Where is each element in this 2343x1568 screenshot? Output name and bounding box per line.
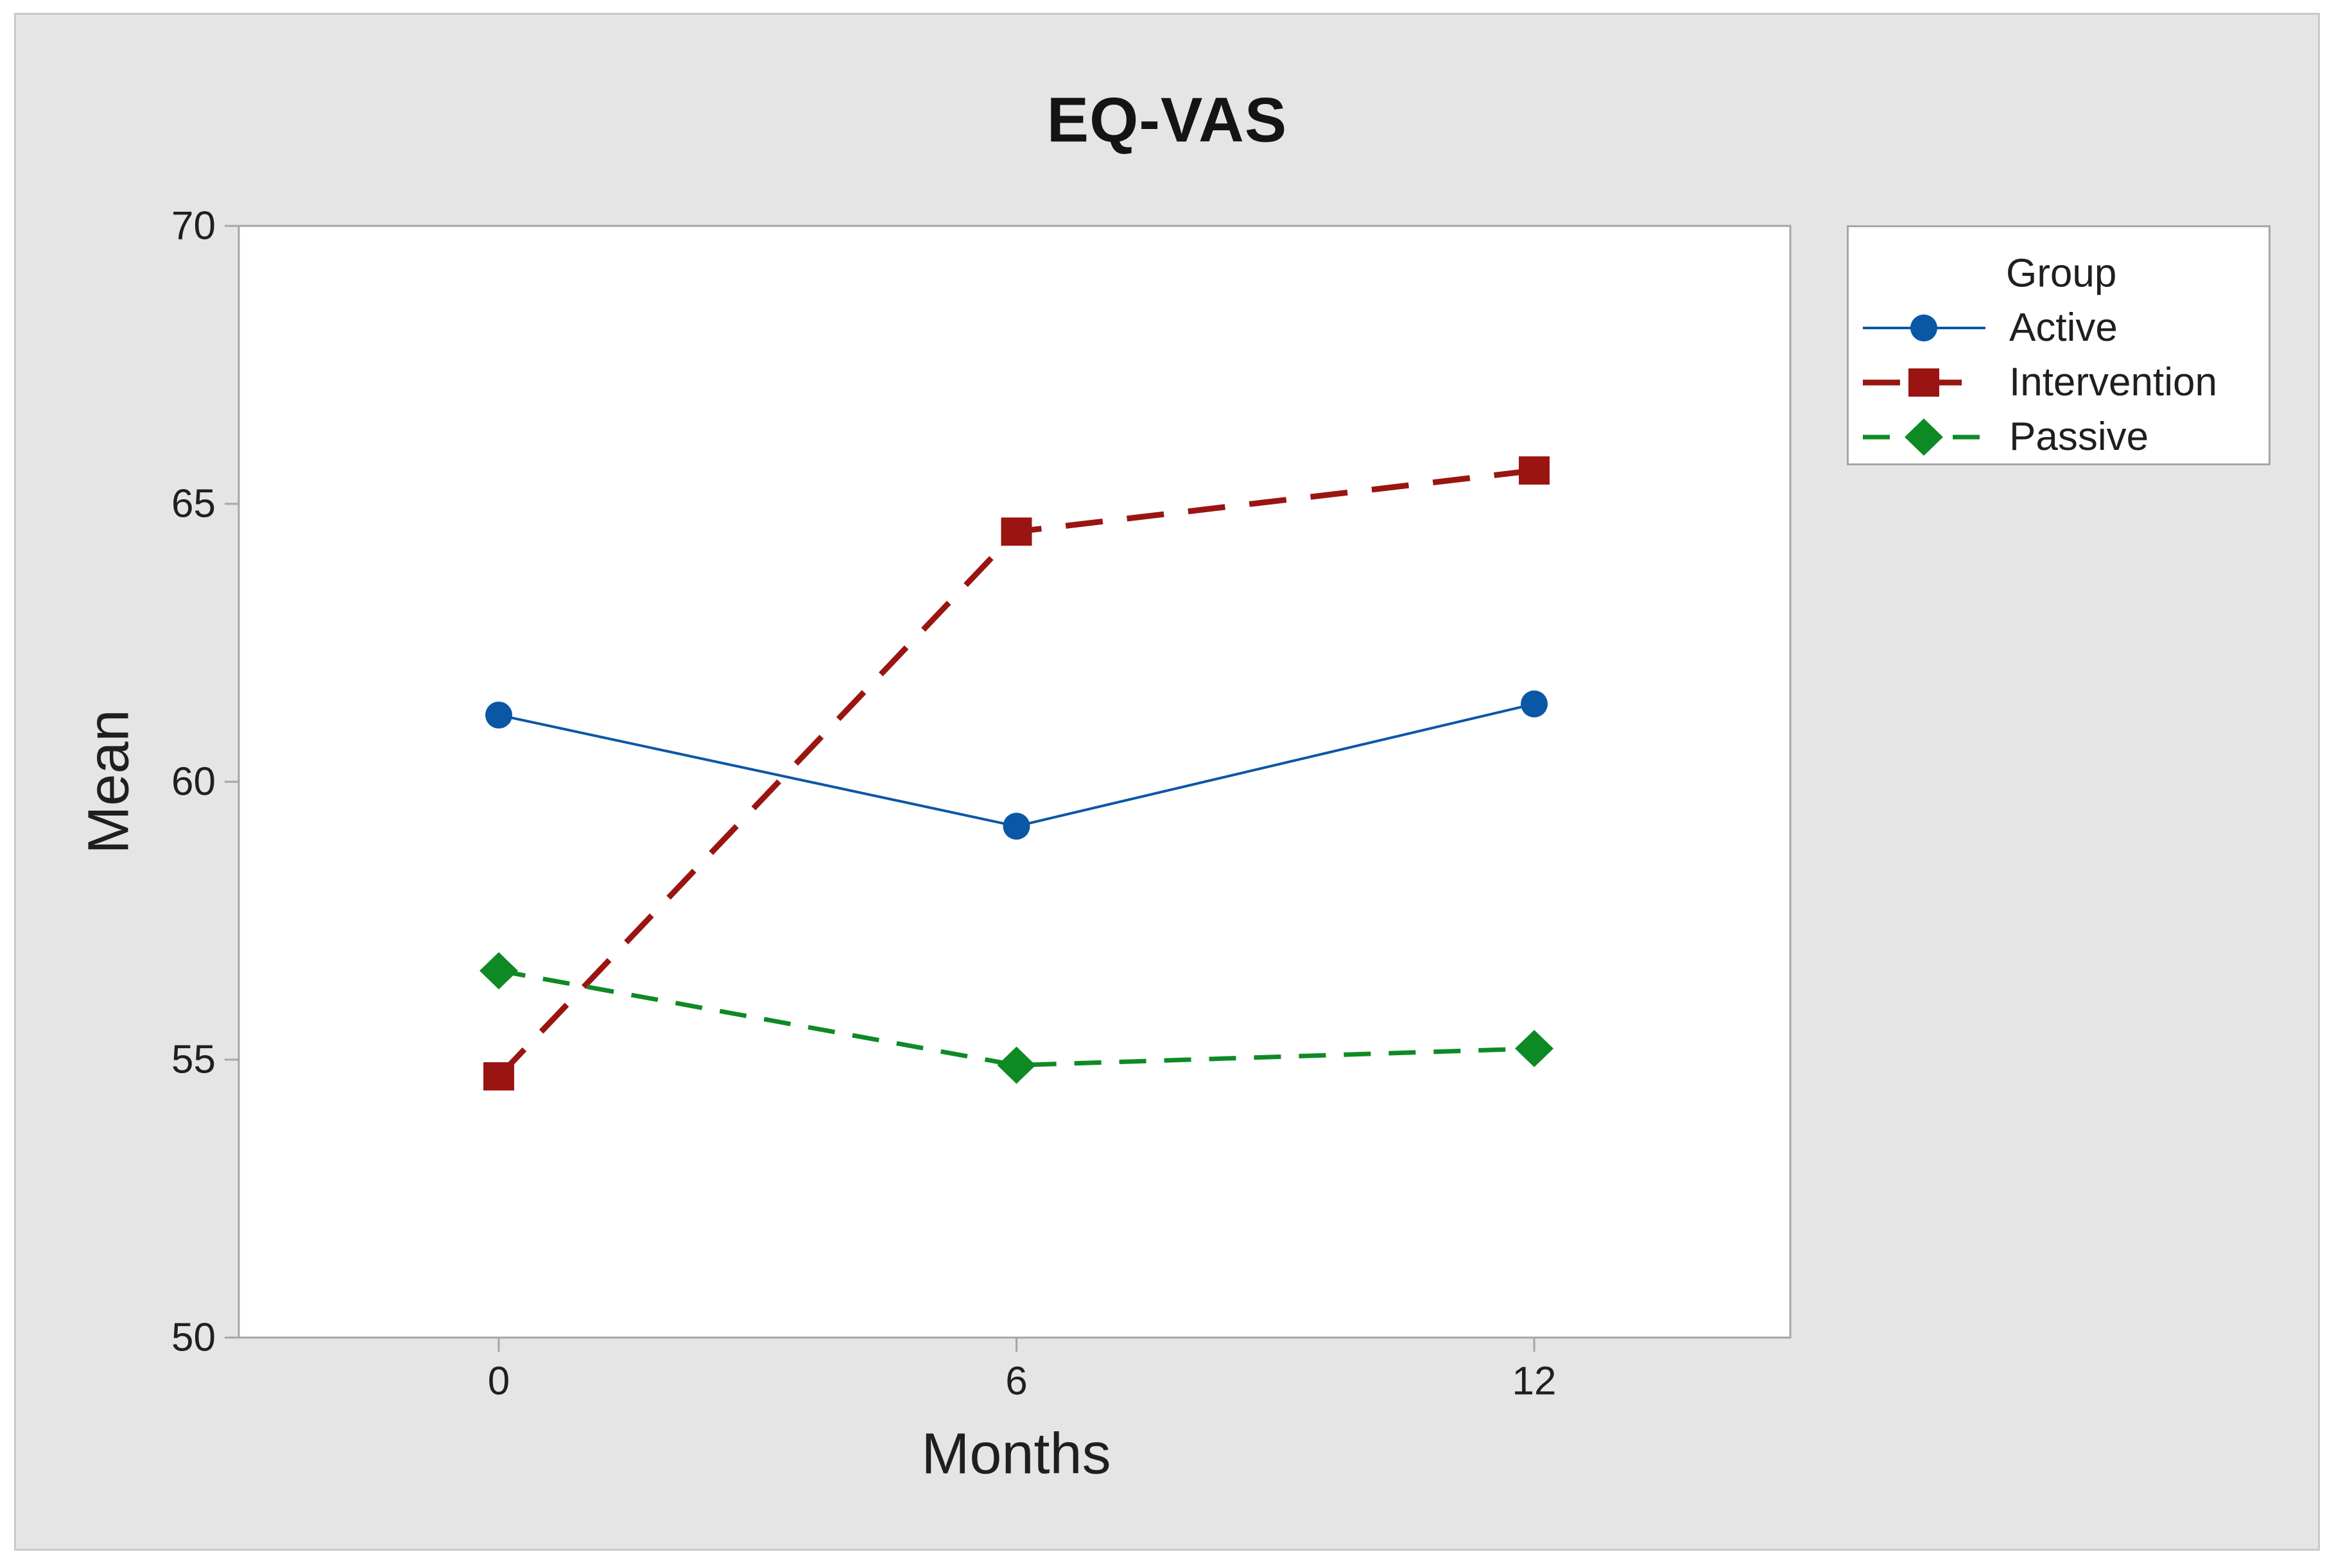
legend-item-intervention: Intervention — [1849, 355, 2269, 409]
series-intervention — [483, 456, 1550, 1090]
series-passive-line — [498, 968, 1535, 1068]
data-point-square — [483, 1062, 514, 1090]
legend-label-passive: Passive — [2009, 415, 2149, 459]
data-point-square — [1908, 368, 1939, 397]
x-tick-label: 12 — [1512, 1359, 1557, 1404]
data-point-circle — [1003, 813, 1030, 840]
legend-label-active: Active — [2009, 306, 2118, 350]
intervention-sample-line — [1863, 368, 1985, 397]
y-tick-label: 50 — [171, 1316, 216, 1360]
series-passive — [480, 952, 1554, 1084]
x-axis-title: Months — [921, 1422, 1111, 1486]
legend-title: Group — [2006, 251, 2117, 296]
data-point-diamond — [1515, 1030, 1554, 1067]
chart-title: EQ-VAS — [1046, 84, 1288, 155]
legend-item-passive: Passive — [1849, 409, 2269, 464]
data-point-circle — [1910, 314, 1937, 341]
legend-label-intervention: Intervention — [2009, 360, 2217, 404]
legend: Group Active Intervention Passive — [1847, 225, 2270, 465]
legend-item-active: Active — [1849, 300, 2269, 355]
data-point-diamond — [997, 1046, 1036, 1084]
x-tick-label: 0 — [488, 1359, 510, 1404]
plot-frame — [238, 225, 1792, 1339]
data-point-square — [1519, 456, 1550, 485]
y-tick-label: 65 — [171, 482, 216, 526]
y-tick-label: 55 — [171, 1038, 216, 1082]
data-point-diamond — [1905, 418, 1943, 456]
data-point-circle — [1521, 690, 1548, 718]
data-point-square — [1001, 517, 1032, 546]
data-point-diamond — [480, 952, 518, 990]
y-tick-label: 60 — [171, 760, 216, 804]
series-active — [485, 690, 1548, 840]
y-axis-title: Mean — [76, 709, 141, 854]
passive-sample-line — [1863, 418, 1985, 456]
y-tick-label: 70 — [171, 204, 216, 248]
data-point-circle — [485, 702, 512, 729]
x-tick-label: 6 — [1005, 1359, 1027, 1404]
active-sample-line — [1863, 314, 1985, 341]
